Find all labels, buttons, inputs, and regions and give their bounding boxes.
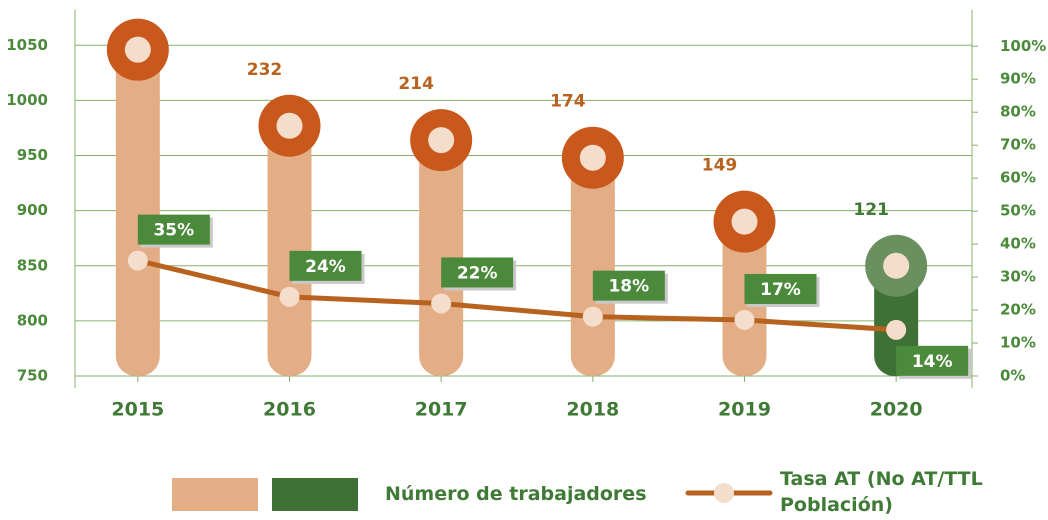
line-point [734, 309, 755, 330]
bar-marker-inner [579, 144, 606, 171]
y2-tick-label: 50% [1000, 202, 1036, 220]
y2-tick-label: 0% [1000, 367, 1025, 385]
bar-marker-inner [276, 112, 303, 139]
line-point [127, 250, 148, 271]
y-tick-label: 950 [17, 146, 48, 164]
value-label-box [744, 273, 817, 304]
y2-tick-label: 90% [1000, 70, 1036, 88]
line-point [279, 286, 300, 307]
value-label-box [592, 270, 665, 301]
y-tick-label: 1050 [6, 36, 48, 54]
bar-marker-inner [731, 208, 758, 235]
bar [115, 49, 160, 377]
value-label: 14% [912, 352, 953, 372]
y-tick-label: 900 [17, 201, 48, 219]
value-label: 35% [153, 221, 194, 241]
value-label: 24% [305, 257, 346, 277]
legend-marker [714, 483, 734, 503]
line-point [582, 306, 603, 327]
y2-tick-label: 100% [1000, 37, 1046, 55]
bar-marker-inner [428, 127, 455, 154]
line-point [886, 319, 907, 340]
legend-swatch [172, 478, 258, 511]
value-label: 22% [457, 263, 498, 283]
y2-tick-label: 10% [1000, 334, 1036, 352]
x-tick-label: 2018 [566, 399, 619, 421]
bar-marker-inner [124, 36, 151, 63]
x-tick-label: 2017 [415, 399, 468, 421]
value-label-box [137, 214, 210, 245]
y2-tick-label: 70% [1000, 136, 1036, 154]
annotation: 232 [247, 60, 283, 80]
y-tick-label: 850 [17, 256, 48, 274]
y2-tick-label: 30% [1000, 268, 1036, 286]
value-label: 18% [608, 277, 649, 297]
line-point [431, 293, 452, 314]
bar [570, 157, 615, 376]
value-label: 17% [760, 280, 801, 300]
y2-tick-label: 80% [1000, 103, 1036, 121]
value-label-box [289, 250, 362, 281]
legend-label: Tasa AT (No AT/TTL Población) [780, 468, 983, 516]
bar-marker-inner [883, 252, 910, 279]
y2-tick-label: 20% [1000, 301, 1036, 319]
legend-label: Número de trabajadores [385, 483, 647, 505]
x-tick-label: 2019 [718, 399, 771, 421]
annotation: 149 [702, 156, 738, 176]
annotation: 121 [853, 200, 889, 220]
value-label-box [441, 257, 514, 288]
x-tick-label: 2015 [111, 399, 164, 421]
x-tick-label: 2020 [870, 399, 923, 421]
line [137, 258, 897, 333]
y-tick-label: 750 [17, 367, 48, 385]
y2-tick-label: 60% [1000, 169, 1036, 187]
y-tick-label: 800 [17, 311, 48, 329]
value-label-box [896, 345, 969, 376]
legend-swatch [272, 478, 358, 511]
y2-tick-label: 40% [1000, 235, 1036, 253]
x-tick-label: 2016 [263, 399, 316, 421]
annotation: 214 [398, 74, 434, 94]
annotation: 174 [550, 92, 586, 112]
y-tick-label: 1000 [6, 91, 48, 109]
